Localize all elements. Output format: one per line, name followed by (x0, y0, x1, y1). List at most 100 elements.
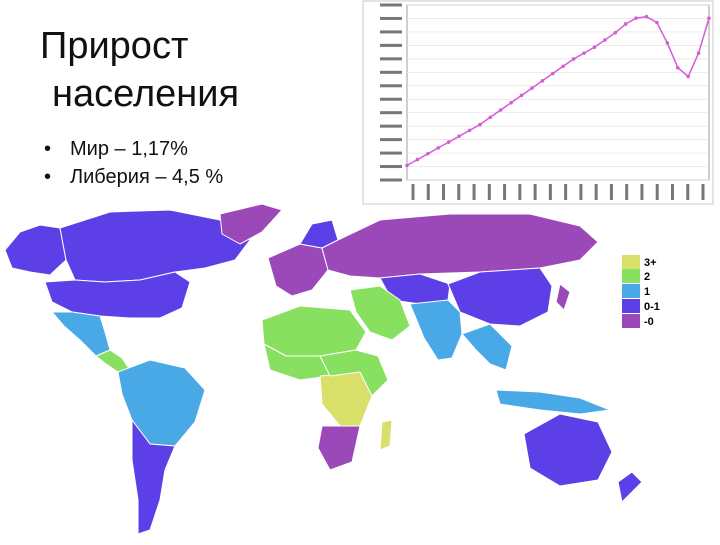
x-tick-label (411, 184, 415, 200)
title-line-2: населения (52, 73, 240, 115)
y-tick-label (380, 16, 402, 20)
data-point (655, 20, 659, 25)
data-point (644, 14, 649, 19)
data-point (665, 41, 670, 45)
region-japan (555, 283, 571, 311)
region-mexico (51, 311, 111, 357)
y-tick-label (380, 138, 402, 142)
legend-swatch-1 (622, 284, 640, 298)
x-tick-label (564, 184, 568, 200)
x-tick-label (518, 184, 522, 200)
region-south-america-north (117, 359, 206, 447)
legend-label-1: 1 (644, 286, 650, 298)
map-legend: 3+ 2 1 0-1 -0 (622, 255, 660, 328)
region-greenland (219, 203, 283, 245)
legend-swatch-0-1 (622, 299, 640, 313)
region-north-africa (261, 305, 367, 357)
legend-swatch-neg (622, 314, 640, 328)
bullet-list: Мир – 1,17% Либерия – 4,5 % (44, 135, 223, 191)
data-point (405, 163, 409, 168)
region-new-zealand (617, 471, 643, 503)
y-tick-label (380, 84, 402, 88)
x-tick-label (442, 184, 446, 200)
x-tick-label (701, 184, 705, 200)
region-south-asia (409, 299, 463, 361)
x-tick-label (426, 184, 430, 200)
region-south-america-south (131, 419, 176, 535)
data-point (467, 128, 472, 133)
x-tick-label (503, 184, 507, 200)
bullet-world: Мир – 1,17% (44, 135, 223, 163)
data-point (457, 134, 461, 139)
region-alaska (4, 224, 67, 276)
x-tick-label (533, 184, 537, 200)
y-tick-label (380, 57, 402, 61)
y-tick-label (380, 124, 402, 128)
region-scandinavia (299, 219, 339, 249)
x-tick-label (487, 184, 491, 200)
map-svg: 3+ 2 1 0-1 -0 (4, 203, 660, 535)
region-russia (321, 213, 599, 279)
data-point (686, 74, 690, 79)
data-point (498, 108, 503, 112)
data-point (488, 115, 493, 120)
data-point (550, 71, 555, 76)
region-east-africa (319, 349, 389, 397)
data-point (478, 122, 482, 127)
region-central-america (95, 349, 131, 373)
y-tick-label (380, 111, 402, 115)
x-tick-label (579, 184, 583, 200)
x-tick-label (594, 184, 598, 200)
region-australia (523, 413, 613, 487)
chart-svg (362, 0, 714, 205)
y-tick-label (380, 97, 402, 101)
data-point (530, 86, 534, 90)
title-line-1: Прирост (40, 25, 189, 67)
legend-label-neg: -0 (644, 316, 654, 328)
data-point (426, 151, 430, 156)
y-tick-label (380, 178, 402, 182)
x-tick-label (670, 184, 674, 200)
data-point (592, 45, 597, 50)
data-point (696, 51, 701, 55)
data-point (675, 65, 680, 70)
plot-area (406, 4, 710, 181)
y-tick-label (380, 3, 402, 7)
data-point (446, 140, 451, 144)
data-point (415, 157, 420, 162)
data-point (561, 64, 566, 69)
region-indonesia (495, 389, 611, 415)
region-middle-east (349, 285, 411, 341)
legend-swatch-2 (622, 269, 640, 283)
growth-line-chart (362, 0, 714, 205)
data-point (519, 93, 524, 98)
world-growth-map: 3+ 2 1 0-1 -0 (0, 200, 720, 540)
data-point (571, 57, 576, 61)
data-point (613, 30, 618, 35)
x-tick-label (655, 184, 659, 200)
x-tick-label (472, 184, 476, 200)
series-line (406, 15, 710, 167)
data-point (540, 79, 545, 83)
x-tick-label (625, 184, 629, 200)
region-southern-africa (317, 425, 361, 471)
y-tick-label (380, 43, 402, 47)
y-tick-label (380, 30, 402, 34)
y-tick-label (380, 151, 402, 155)
data-point (707, 16, 711, 20)
x-tick-label (686, 184, 690, 200)
data-point (634, 16, 638, 20)
x-tick-label (640, 184, 644, 200)
x-tick-label (548, 184, 552, 200)
region-madagascar (379, 419, 393, 451)
legend-label-0-1: 0-1 (644, 301, 660, 313)
x-tick-label (457, 184, 461, 200)
data-point (582, 51, 586, 55)
y-tick-label (380, 165, 402, 169)
region-china (447, 267, 553, 327)
data-point (623, 22, 628, 26)
y-tick-label (380, 70, 402, 74)
legend-label-2: 2 (644, 271, 650, 283)
legend-swatch-3plus (622, 255, 640, 269)
x-tick-label (609, 184, 613, 200)
